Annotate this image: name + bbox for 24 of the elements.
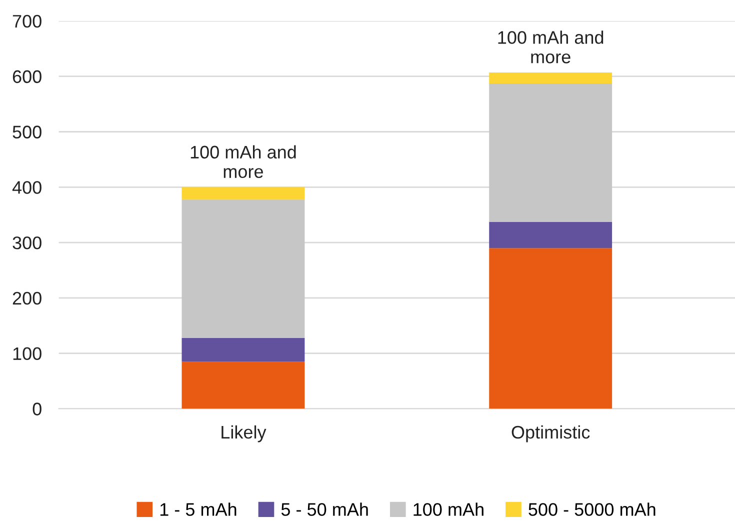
y-tick-label: 400 (12, 181, 42, 194)
y-tick-label: 100 (13, 347, 42, 360)
bar (489, 248, 612, 409)
y-tick-label: 300 (12, 236, 42, 250)
bar (489, 84, 612, 222)
annotation: 100 mAh and more (190, 145, 296, 178)
y-tick-label: 600 (12, 70, 42, 84)
bar (182, 187, 305, 200)
bar (182, 338, 305, 362)
legend-label: 5 - 50 mAh (281, 502, 368, 516)
legend-label: 500 - 5000 mAh (528, 502, 656, 516)
bar (182, 199, 305, 338)
annotation: 100 mAh and more (498, 30, 604, 64)
bar (489, 72, 612, 84)
y-tick-label: 700 (12, 14, 42, 28)
y-tick-label: 200 (12, 292, 42, 305)
y-tick-label: 500 (12, 126, 42, 138)
x-tick-label: Optimistic (512, 425, 590, 442)
legend-label: 1 - 5 mAh (160, 502, 236, 516)
bar (182, 362, 305, 409)
bar (489, 222, 612, 248)
x-tick-label: Likely (222, 425, 266, 442)
y-tick-label: 0 (32, 402, 42, 416)
legend-label: 100 mAh (414, 502, 484, 516)
